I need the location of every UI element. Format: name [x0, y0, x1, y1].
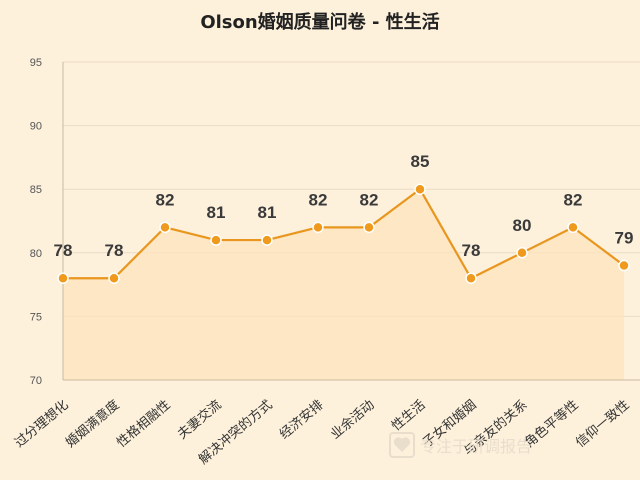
data-label: 82	[156, 190, 175, 209]
data-point	[465, 272, 477, 284]
x-tick-label: 婚姻满意度	[62, 397, 122, 451]
data-point	[57, 272, 69, 284]
series-line	[63, 188, 625, 280]
y-tick-label: 80	[30, 248, 42, 260]
y-axis-ticks: 70 75 80 85 90 95	[30, 57, 42, 387]
x-tick-label: 过分理想化	[11, 397, 71, 451]
series-line-layer	[63, 188, 625, 280]
heart-logo-icon	[389, 432, 415, 458]
y-tick-label: 75	[30, 311, 42, 323]
x-tick-label: 夫妻交流	[174, 397, 224, 443]
data-label: 80	[513, 216, 532, 235]
data-point	[516, 247, 528, 259]
data-labels: 78 78 82 81 81 82 82 85 78 80 82 79	[54, 152, 634, 260]
data-label: 81	[207, 203, 226, 222]
data-point	[567, 221, 579, 234]
data-point	[108, 272, 120, 284]
x-tick-label: 信仰一致性	[573, 398, 632, 451]
x-tick-label: 性格相融性	[113, 397, 173, 451]
y-tick-label: 90	[30, 121, 42, 133]
data-label: 78	[462, 241, 481, 260]
data-label: 78	[105, 241, 124, 260]
axes	[62, 62, 640, 381]
data-point	[312, 221, 324, 234]
y-tick-label: 95	[30, 57, 42, 69]
x-tick-label: 业余活动	[327, 397, 377, 443]
data-point	[210, 234, 222, 246]
watermark: 专注于研调报告	[389, 432, 532, 458]
data-label: 82	[360, 190, 379, 209]
watermark-text: 专注于研调报告	[420, 437, 532, 456]
y-tick-label: 85	[30, 184, 42, 196]
y-tick-label: 70	[30, 375, 42, 387]
data-point	[414, 183, 426, 195]
data-point	[261, 234, 273, 246]
x-tick-label: 经济安排	[277, 398, 326, 443]
data-point	[363, 221, 375, 234]
data-label: 85	[411, 152, 430, 171]
area-fill	[63, 189, 624, 380]
data-point	[618, 259, 630, 272]
area-fill-layer	[63, 189, 624, 380]
data-points	[57, 183, 630, 284]
data-label: 82	[309, 190, 328, 209]
chart-title: Olson婚姻质量问卷 - 性生活	[200, 11, 439, 33]
data-label: 82	[564, 190, 583, 209]
data-point	[159, 221, 171, 234]
data-label: 78	[54, 241, 73, 260]
data-label: 79	[615, 229, 634, 248]
x-tick-label: 性生活	[389, 398, 429, 435]
data-label: 81	[258, 203, 277, 222]
